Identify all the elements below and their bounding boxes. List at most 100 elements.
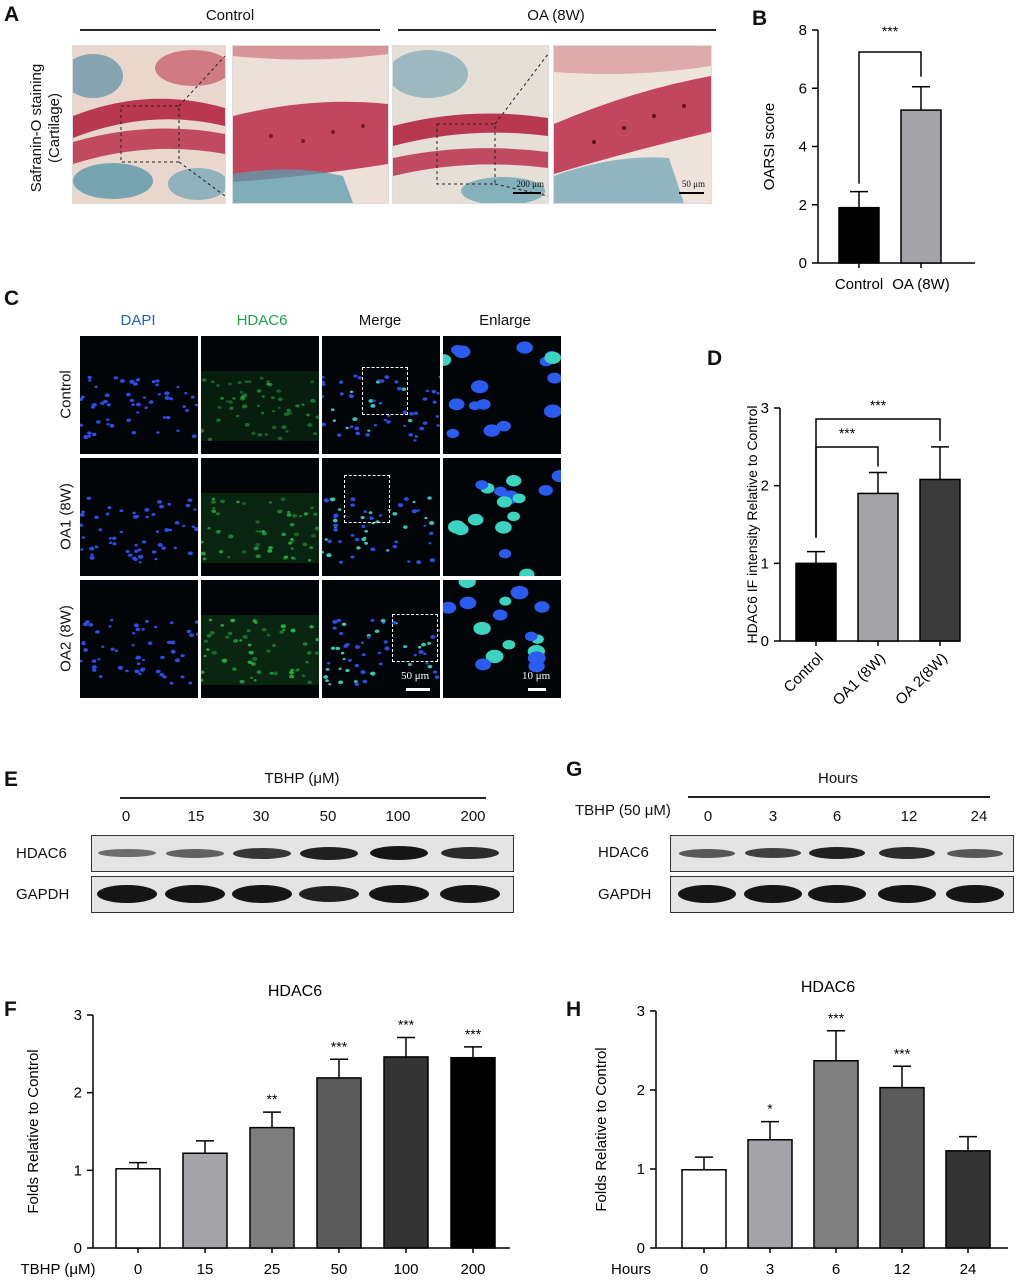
scale-label-50-a: 50 μm xyxy=(681,179,705,189)
chart-title: HDAC6 xyxy=(268,983,322,1000)
blot-band xyxy=(441,847,499,859)
blot-g-row1-label: HDAC6 xyxy=(598,844,649,861)
blot-band xyxy=(946,885,1004,903)
significance-star: *** xyxy=(465,1026,482,1042)
panel-a-control-header: Control xyxy=(205,7,255,24)
bar xyxy=(383,1056,429,1249)
if-image-oa2-hdac6 xyxy=(201,580,319,698)
zoom-region-box xyxy=(392,614,438,662)
blot-band xyxy=(232,885,292,903)
blot-e-header: TBHP (μM) xyxy=(264,770,340,787)
significance-star: * xyxy=(767,1101,773,1117)
blot-band xyxy=(809,847,865,859)
blot-e-gapdh xyxy=(91,876,514,913)
blot-e-row1-label: HDAC6 xyxy=(16,845,67,862)
chart-b: 0 2 4 6 8 OARSI score Control OA (8W) *** xyxy=(761,22,975,293)
blot-g-gapdh xyxy=(670,876,1014,913)
significance-star: *** xyxy=(839,425,856,441)
scale-bar-10 xyxy=(528,688,546,691)
panel-label-h: H xyxy=(566,998,582,1021)
panel-a-oa-line xyxy=(398,29,716,31)
blot-band xyxy=(879,847,935,859)
if-image-oa2-enlarge xyxy=(443,580,561,698)
if-image-control-enlarge xyxy=(443,336,561,454)
bar xyxy=(879,1086,925,1249)
x-tick-label: 12 xyxy=(894,1261,911,1278)
blot-g-hdac6 xyxy=(670,835,1014,872)
y-tick-label: 1 xyxy=(637,1161,645,1178)
y-tick-label: 2 xyxy=(799,197,807,214)
blot-band xyxy=(233,847,291,859)
y-tick-label: 2 xyxy=(74,1085,82,1102)
bar xyxy=(919,478,961,642)
scale-label-200: 200 μm xyxy=(516,179,544,189)
blot-band xyxy=(440,885,500,903)
lane-label: 200 xyxy=(460,808,486,825)
micrograph-control-overview xyxy=(72,45,226,204)
if-image-oa1-merge xyxy=(322,458,440,576)
blot-band xyxy=(165,885,225,903)
y-tick-label: 2 xyxy=(761,478,769,495)
blot-band xyxy=(300,846,358,860)
blot-band xyxy=(878,885,936,903)
x-tick-label: 15 xyxy=(197,1261,214,1278)
if-image-oa1-dapi xyxy=(80,458,198,576)
panel-label-g: G xyxy=(566,758,583,781)
panel-label-f: F xyxy=(4,998,17,1021)
significance-bracket xyxy=(815,418,941,538)
panel-a-oa-header: OA (8W) xyxy=(527,7,585,24)
y-tick-label: 0 xyxy=(799,255,807,272)
y-axis-label: OARSI score xyxy=(761,103,778,191)
x-tick-label: OA 2(8W) xyxy=(892,650,951,709)
significance-bracket xyxy=(858,51,922,184)
bar xyxy=(115,1168,161,1249)
x-tick-label: Control xyxy=(835,276,883,293)
blot-band xyxy=(369,885,429,903)
x-tick-label: 100 xyxy=(393,1261,418,1278)
chart-f: 0 1 2 3 Folds Relative to Control HDAC6 0 15 ** 2… xyxy=(20,983,510,1278)
x-tick-label: OA (8W) xyxy=(892,276,950,293)
col-header-enlarge: Enlarge xyxy=(479,312,531,329)
zoom-region-box xyxy=(362,367,408,415)
y-tick-label: 2 xyxy=(637,1082,645,1099)
x-tick-label: 3 xyxy=(766,1261,774,1278)
bar xyxy=(900,109,942,264)
lane-label: 100 xyxy=(385,808,411,825)
blot-band xyxy=(679,848,735,858)
blot-band xyxy=(744,885,802,903)
blot-band xyxy=(166,848,224,858)
y-tick-label: 3 xyxy=(74,1007,82,1024)
lane-label: 50 xyxy=(319,808,337,825)
x-tick-label: 50 xyxy=(331,1261,348,1278)
bar xyxy=(857,492,899,642)
lane-label: 6 xyxy=(832,808,842,825)
y-axis-label: Folds Relative to Control xyxy=(593,1047,610,1211)
x-axis-prefix: TBHP (μM) xyxy=(20,1261,95,1278)
lane-label: 12 xyxy=(900,808,918,825)
bar xyxy=(182,1152,228,1249)
micrograph-oa-zoom: 50 μm xyxy=(553,45,712,204)
blot-band xyxy=(299,886,359,902)
col-header-hdac6: HDAC6 xyxy=(236,312,288,329)
scale-label-50-c: 50 μm xyxy=(401,670,430,682)
blot-g-header-line xyxy=(688,796,990,798)
blot-g-row-header: TBHP (50 μM) xyxy=(575,802,671,819)
y-tick-label: 3 xyxy=(761,400,769,417)
significance-star: ** xyxy=(267,1091,278,1107)
lane-label: 24 xyxy=(970,808,988,825)
bar xyxy=(450,1056,496,1249)
panel-label-a: A xyxy=(4,3,20,26)
y-tick-label: 0 xyxy=(637,1240,645,1257)
x-tick-label: 0 xyxy=(700,1261,708,1278)
y-axis-label: Folds Relative to Control xyxy=(25,1049,42,1213)
lane-label: 30 xyxy=(252,808,270,825)
y-tick-label: 4 xyxy=(799,139,807,156)
significance-star: *** xyxy=(882,23,899,39)
x-tick-label: 0 xyxy=(134,1261,142,1278)
scale-bar-50 xyxy=(406,688,430,691)
x-tick-label: 25 xyxy=(264,1261,281,1278)
bar xyxy=(249,1126,295,1249)
blot-e-hdac6 xyxy=(91,835,514,872)
